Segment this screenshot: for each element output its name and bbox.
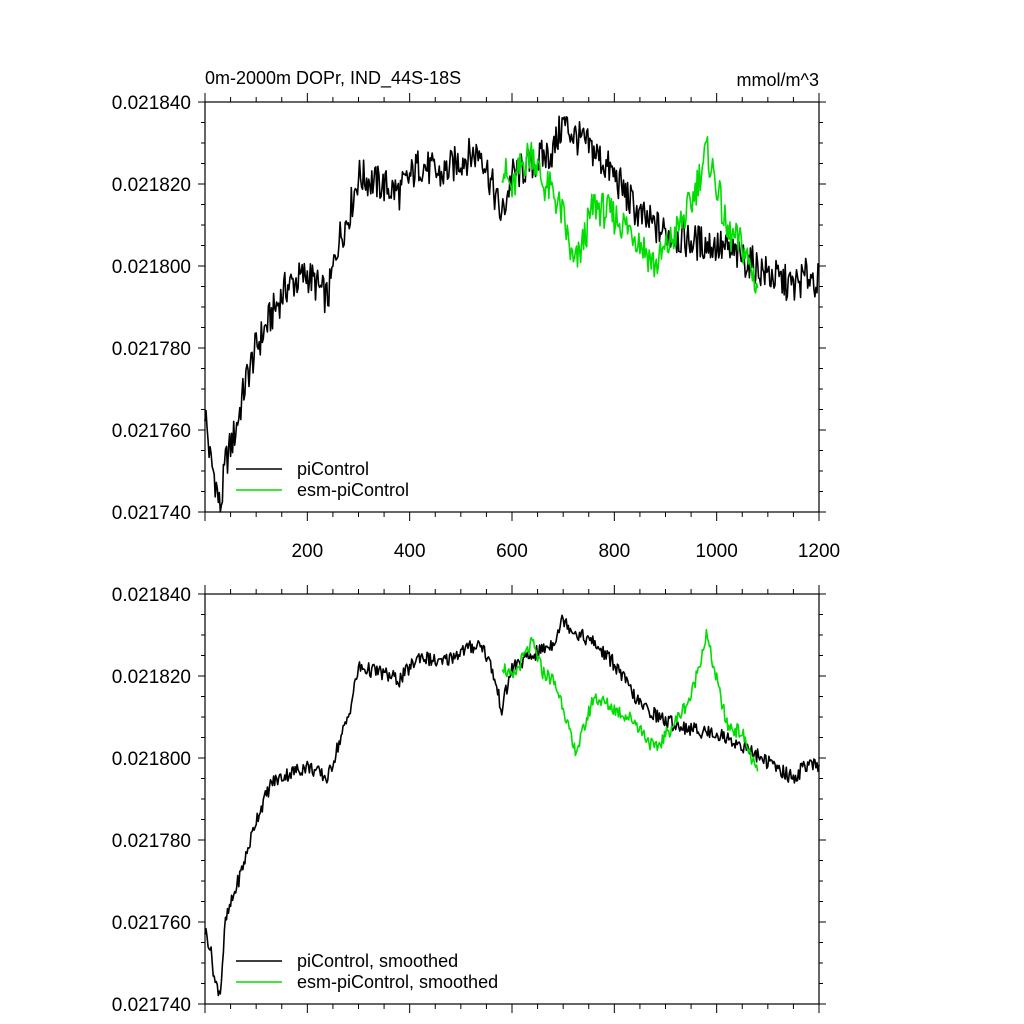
x-tick-label: 800 [598, 541, 630, 562]
x-tick-label: 600 [496, 541, 528, 562]
bottom-panel: 0.021740 0.021760 0.021780 0.021800 0.021820… [112, 585, 826, 1016]
series-line-picontrol [204, 115, 820, 513]
series-line-picontrol-smoothed [204, 614, 820, 997]
legend-label-picontrol: piControl [297, 459, 369, 479]
legend: piControl esm-piControl [236, 459, 409, 500]
legend-label-esm-picontrol-smoothed: esm-piControl, smoothed [297, 972, 498, 992]
y-tick-label: 0.021840 [112, 93, 191, 114]
y-tick-labels: 0.021740 0.021760 0.021780 0.021800 0.021820… [112, 585, 191, 1016]
x-tick-label: 1000 [696, 541, 738, 562]
y-tick-label: 0.021740 [112, 503, 191, 524]
axis-ticks [198, 93, 826, 521]
units-label: mmol/m^3 [737, 70, 819, 90]
legend: piControl, smoothed esm-piControl, smoot… [236, 951, 498, 992]
x-tick-label: 200 [291, 541, 323, 562]
y-tick-label: 0.021780 [112, 339, 191, 360]
y-tick-label: 0.021820 [112, 667, 191, 688]
y-tick-label: 0.021780 [112, 831, 191, 852]
series-line-esm-picontrol-smoothed [501, 628, 759, 772]
series-lines [204, 614, 820, 997]
y-tick-label: 0.021820 [112, 175, 191, 196]
legend-label-esm-picontrol: esm-piControl [297, 480, 409, 500]
y-tick-label: 0.021760 [112, 913, 191, 934]
y-tick-label: 0.021760 [112, 421, 191, 442]
x-tick-labels: 200 400 600 800 1000 1200 [291, 541, 840, 562]
series-lines [204, 115, 820, 513]
x-tick-label: 400 [394, 541, 426, 562]
axis-ticks [198, 585, 826, 1013]
plot-frame [204, 593, 820, 1005]
y-tick-labels: 0.021740 0.021760 0.021780 0.021800 0.021820… [112, 93, 191, 524]
y-tick-label: 0.021800 [112, 257, 191, 278]
y-tick-label: 0.021800 [112, 749, 191, 770]
x-tick-label: 1200 [798, 541, 840, 562]
legend-label-picontrol-smoothed: piControl, smoothed [297, 951, 458, 971]
y-tick-label: 0.021740 [112, 995, 191, 1016]
top-panel: 0m-2000m DOPr, IND_44S-18S mmol/m^3 0.02… [112, 68, 840, 562]
y-tick-label: 0.021840 [112, 585, 191, 606]
series-line-esm-picontrol [501, 136, 759, 294]
panel-title: 0m-2000m DOPr, IND_44S-18S [205, 68, 461, 89]
